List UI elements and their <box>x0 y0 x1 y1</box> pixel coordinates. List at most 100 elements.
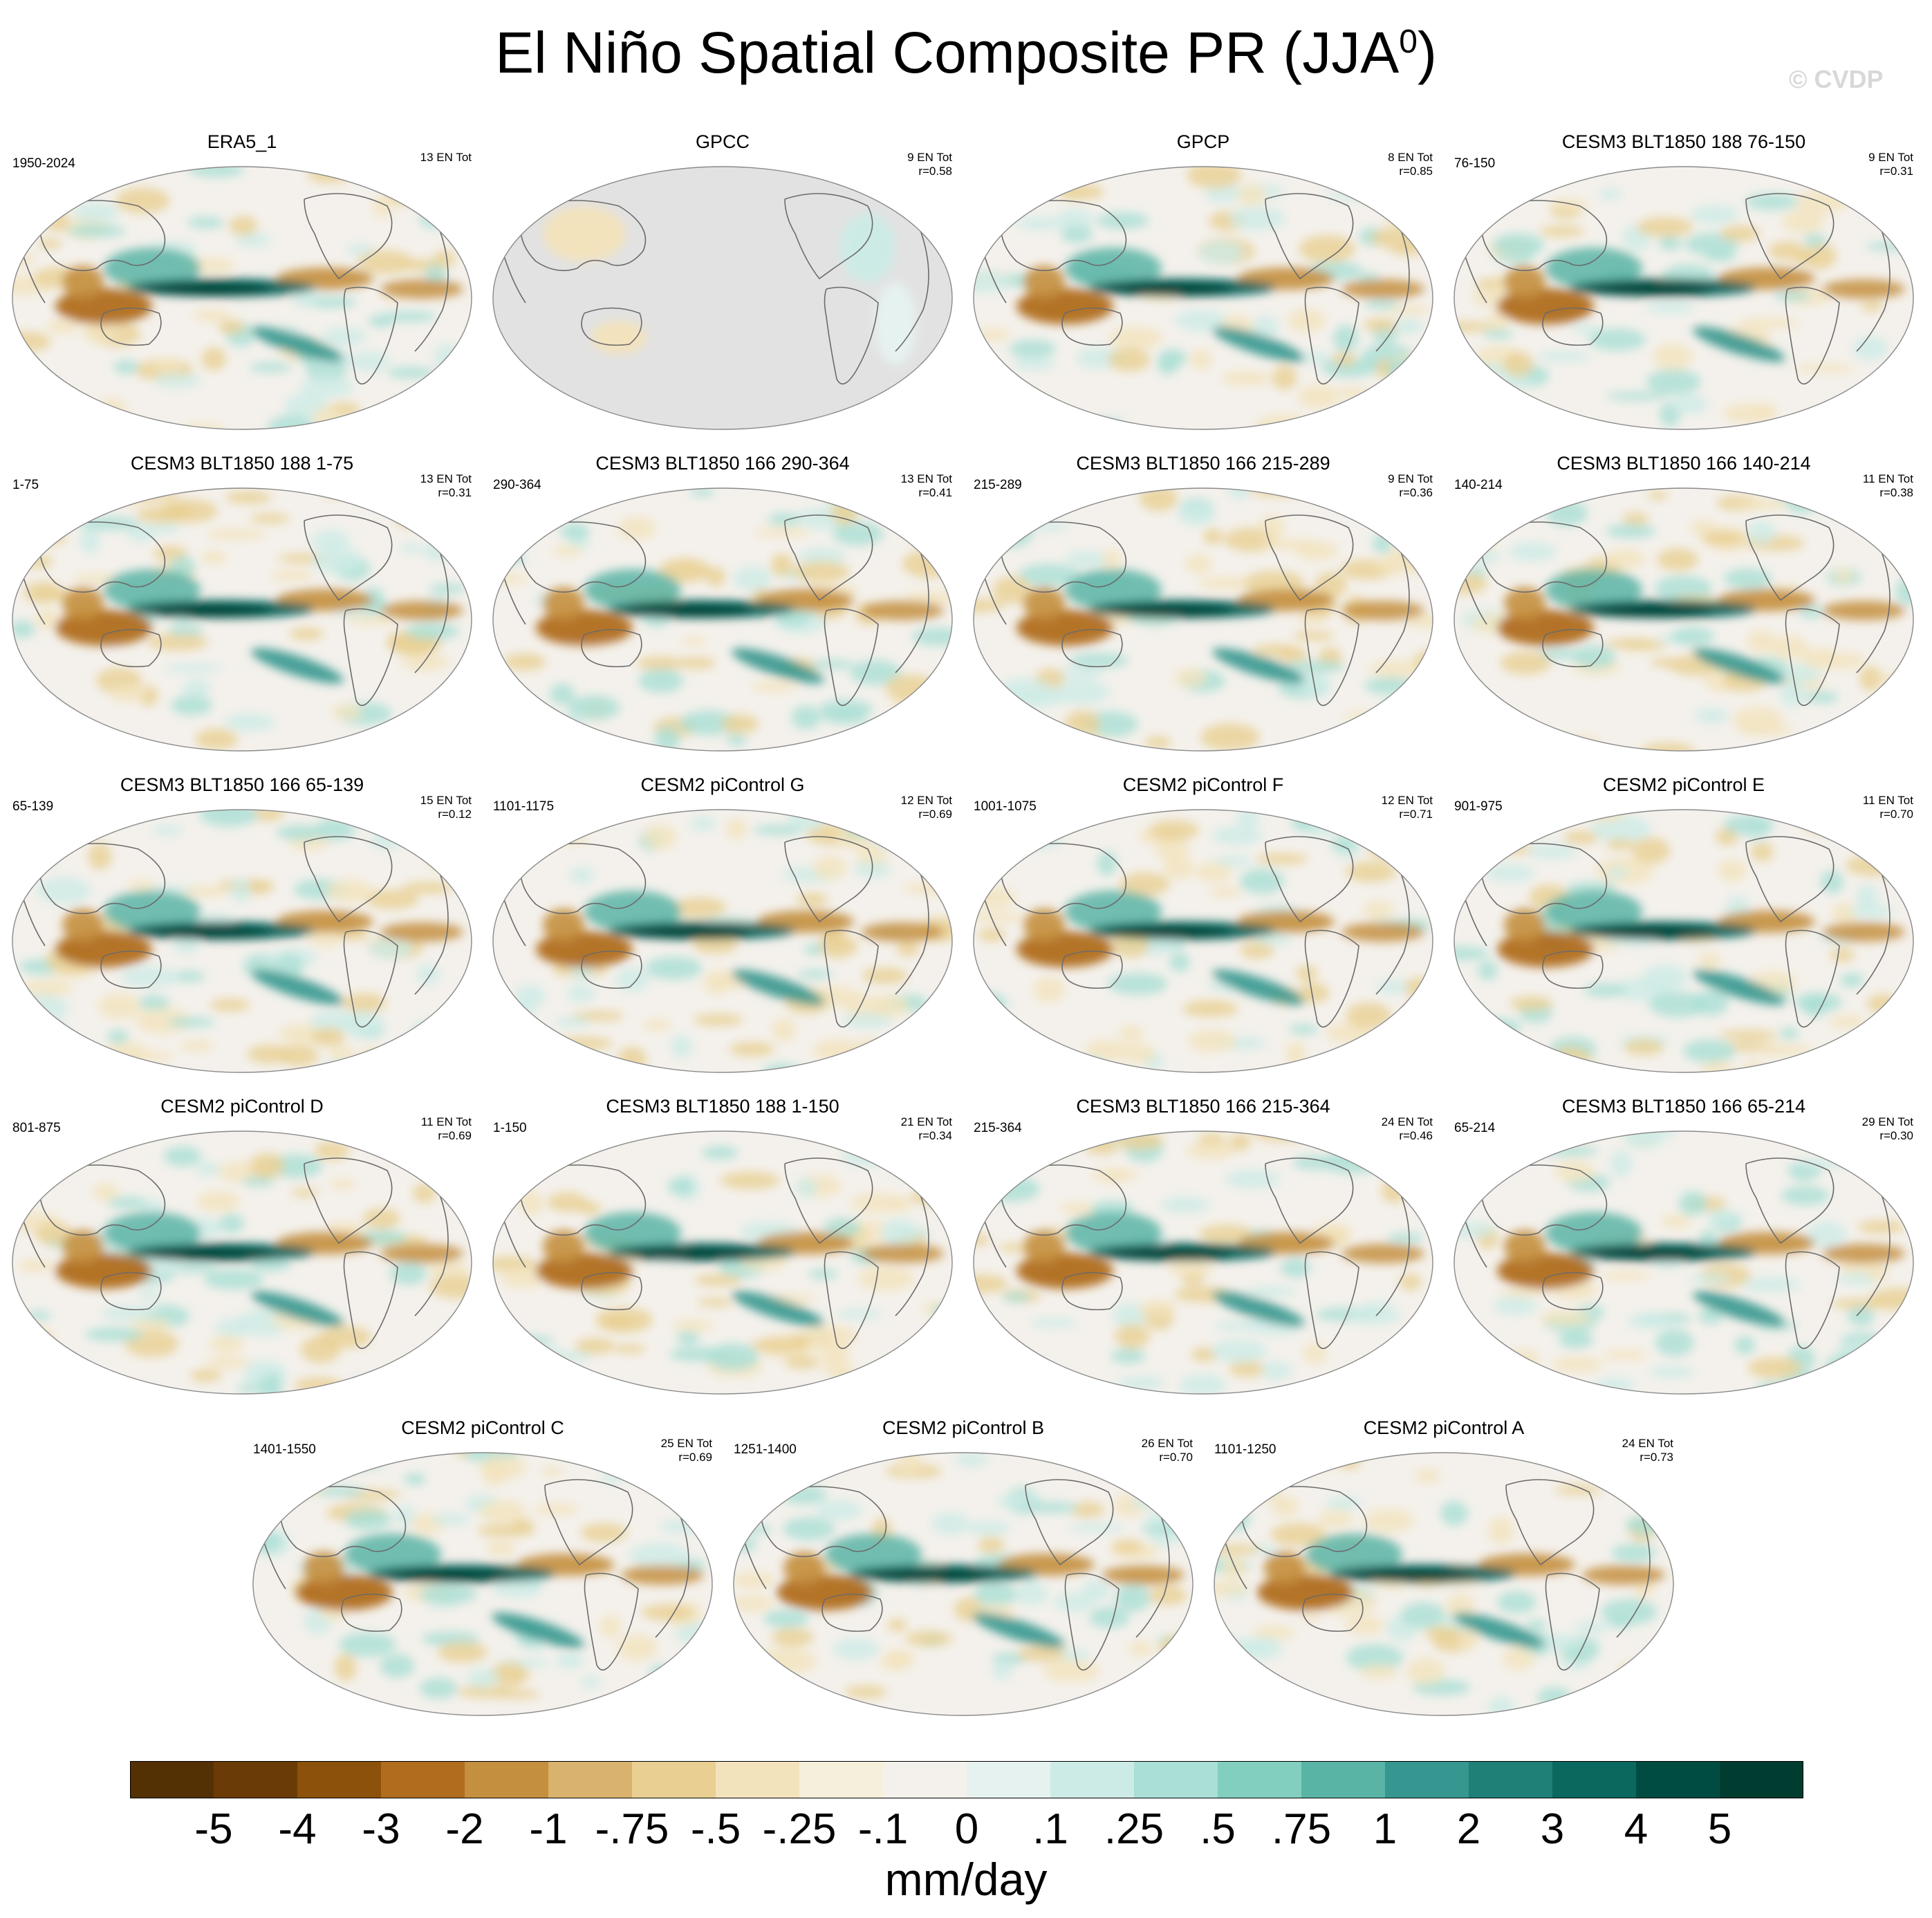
map-border <box>973 809 1433 1073</box>
colorbar-swatch <box>381 1761 465 1798</box>
panel-period: 65-214 <box>1454 1121 1496 1135</box>
el-nino-count: 8 EN Tot <box>1388 151 1433 164</box>
robinson-map <box>973 487 1433 752</box>
panel-stats: 11 EN Tot r=0.70 <box>1863 794 1913 821</box>
el-nino-count: 9 EN Tot <box>1388 472 1433 485</box>
colorbar-swatch <box>716 1761 800 1798</box>
panel-title: CESM2 piControl A <box>1363 1417 1525 1438</box>
panel-stats: 8 EN Tot r=0.85 <box>1388 151 1433 178</box>
coastlines <box>261 1479 689 1671</box>
colorbar-swatch <box>1385 1761 1469 1798</box>
panel-stats: 11 EN Tot r=0.38 <box>1863 472 1913 500</box>
pattern-correlation: r=0.69 <box>438 1129 472 1142</box>
panel-period: 1101-1250 <box>1214 1442 1276 1457</box>
colorbar-tick-label: -5 <box>194 1805 233 1853</box>
panel-title: CESM2 piControl E <box>1602 774 1765 795</box>
map-panel: CESM3 BLT1850 188 76-150 76-150 9 EN Tot r=… <box>1442 130 1926 434</box>
map-border <box>733 1452 1193 1716</box>
robinson-map <box>12 1130 472 1395</box>
map-border <box>1214 1452 1674 1716</box>
panel-period: 1101-1175 <box>493 799 555 814</box>
map-border <box>1453 487 1914 752</box>
colorbar-swatch <box>130 1761 214 1798</box>
colorbar-tick-label: -.5 <box>690 1805 741 1853</box>
pattern-correlation: r=0.70 <box>1879 808 1913 821</box>
coastlines <box>501 514 929 707</box>
map-panel: CESM2 piControl B 1251-1400 26 EN Tot r=0.7… <box>721 1416 1205 1720</box>
el-nino-count: 24 EN Tot <box>1622 1437 1673 1450</box>
pattern-correlation: r=0.70 <box>1159 1451 1193 1464</box>
panel-stats: 9 EN Tot r=0.31 <box>1868 151 1913 178</box>
panel-period: 1-150 <box>493 1121 527 1135</box>
colorbar-swatch <box>465 1761 549 1798</box>
el-nino-count: 24 EN Tot <box>1381 1115 1433 1128</box>
panel-stats: 26 EN Tot r=0.70 <box>1142 1437 1193 1464</box>
map-border <box>1453 809 1914 1073</box>
title-superscript: 0 <box>1399 24 1418 60</box>
colorbar-swatch <box>1218 1761 1302 1798</box>
map-border <box>492 166 953 430</box>
coastlines <box>981 836 1410 1028</box>
map-border <box>1453 1130 1914 1395</box>
robinson-map <box>492 487 953 752</box>
panel-title: CESM3 BLT1850 166 65-139 <box>120 774 364 795</box>
panel-stats: 9 EN Tot r=0.36 <box>1388 472 1433 500</box>
colorbar-swatch <box>548 1761 633 1798</box>
colorbar-tick-label: -.25 <box>762 1805 837 1853</box>
pattern-correlation: r=0.46 <box>1399 1129 1433 1142</box>
map-border <box>973 1130 1433 1395</box>
robinson-map <box>1214 1452 1674 1716</box>
panel-stats: 13 EN Tot r=0.41 <box>901 472 952 500</box>
colorbar-swatch <box>1050 1761 1135 1798</box>
el-nino-count: 13 EN Tot <box>420 151 472 164</box>
map-panel: CESM2 piControl E 901-975 11 EN Tot r=0.70 <box>1442 773 1926 1077</box>
coastlines <box>1462 836 1891 1028</box>
anomaly-field <box>493 488 952 751</box>
pattern-correlation: r=0.30 <box>1879 1129 1913 1142</box>
map-panel: GPCP 8 EN Tot r=0.85 <box>961 130 1445 434</box>
colorbar-tick-label: 5 <box>1707 1805 1732 1853</box>
robinson-map <box>252 1452 713 1716</box>
pattern-correlation: r=0.36 <box>1399 486 1433 499</box>
colorbar-tick-label: -3 <box>362 1805 400 1853</box>
panel-title: CESM3 BLT1850 166 140-214 <box>1557 453 1811 474</box>
robinson-map <box>973 1130 1433 1395</box>
panel-period: 140-214 <box>1454 478 1503 492</box>
map-panel: CESM3 BLT1850 188 1-75 1-75 13 EN Tot r=0.3… <box>0 451 484 756</box>
panel-title: CESM3 BLT1850 188 1-150 <box>606 1096 839 1117</box>
panel-period: 801-875 <box>12 1121 61 1135</box>
map-panel: CESM3 BLT1850 166 215-289 215-289 9 EN Tot… <box>961 451 1445 756</box>
panel-stats: 13 EN Tot <box>420 151 472 165</box>
coastlines <box>20 1157 449 1350</box>
panel-period: 1401-1550 <box>253 1442 316 1457</box>
colorbar-swatch <box>1636 1761 1720 1798</box>
colorbar-units: mm/day <box>884 1854 1048 1905</box>
pattern-correlation: r=0.71 <box>1399 808 1433 821</box>
colorbar-tick-label: 2 <box>1456 1805 1481 1853</box>
panel-period: 901-975 <box>1454 799 1503 814</box>
robinson-map <box>1453 1130 1914 1395</box>
el-nino-count: 13 EN Tot <box>900 472 952 485</box>
el-nino-count: 29 EN Tot <box>1861 1115 1913 1128</box>
anomaly-field <box>493 1131 952 1394</box>
el-nino-count: 26 EN Tot <box>1141 1437 1193 1450</box>
panel-title: CESM3 BLT1850 188 76-150 <box>1561 131 1806 152</box>
map-panel: ERA5_1 1950-2024 13 EN Tot <box>0 130 484 434</box>
el-nino-count: 15 EN Tot <box>420 794 472 807</box>
coastlines <box>981 1157 1410 1350</box>
map-panel: CESM3 BLT1850 166 215-364 215-364 24 EN To… <box>961 1095 1445 1399</box>
panel-period: 76-150 <box>1454 156 1496 171</box>
panel-title: CESM2 piControl F <box>1122 774 1284 795</box>
colorbar-tick-label: .5 <box>1200 1805 1236 1853</box>
panel-title: CESM3 BLT1850 166 215-289 <box>1076 453 1330 474</box>
pattern-correlation: r=0.31 <box>1879 165 1913 178</box>
panel-period: 1-75 <box>12 478 39 492</box>
colorbar-tick-label: 4 <box>1624 1805 1648 1853</box>
map-panel: CESM2 piControl F 1001-1075 12 EN Tot r=0.7… <box>961 773 1445 1077</box>
panel-title: CESM2 piControl B <box>882 1417 1045 1438</box>
colorbar-swatch <box>214 1761 298 1798</box>
map-border <box>12 809 472 1073</box>
colorbar-tick-label: .1 <box>1032 1805 1068 1853</box>
robinson-map <box>1453 166 1914 430</box>
map-border <box>252 1452 713 1716</box>
